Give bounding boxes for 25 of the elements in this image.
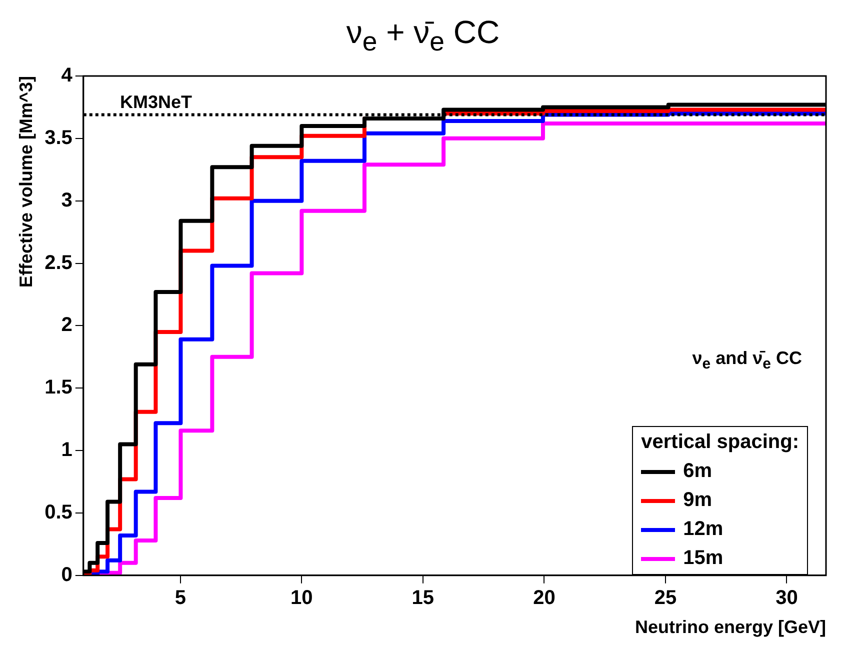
y-tick-label: 2 [61,314,72,336]
x-tick-label: 5 [174,586,186,609]
y-tick-label: 1 [61,439,72,462]
x-tick-label: 10 [290,586,313,609]
legend-label: 9m [683,489,712,512]
legend-label: 15m [683,547,724,570]
x-axis-title: Neutrino energy [GeV] [634,617,826,638]
annotation: KM3NeT [120,92,192,113]
y-axis-title: Effective volume [Mm^3] [16,76,36,288]
legend-title: vertical spacing: [641,431,799,454]
x-tick-label: 25 [654,586,677,609]
x-tick-label: 30 [776,586,798,609]
x-tick-label: 15 [412,586,434,609]
legend-label: 6m [683,460,712,483]
annotation: ν$_{e}$ and ν̄$_{e}$ CC [692,348,802,373]
legend-label: 12m [683,518,724,541]
y-tick-label: 0.5 [44,501,72,524]
y-tick-label: 0 [61,564,72,586]
y-tick-label: 1.5 [44,376,72,399]
y-tick-label: 2.5 [44,252,72,274]
x-tick-label: 20 [533,586,556,609]
y-tick-label: 4 [61,64,74,87]
y-tick-label: 3 [61,189,72,212]
chart-title: ν$_{e}$ + ν̄$_{e}$ CC [345,14,501,58]
y-tick-label: 3.5 [44,126,72,149]
